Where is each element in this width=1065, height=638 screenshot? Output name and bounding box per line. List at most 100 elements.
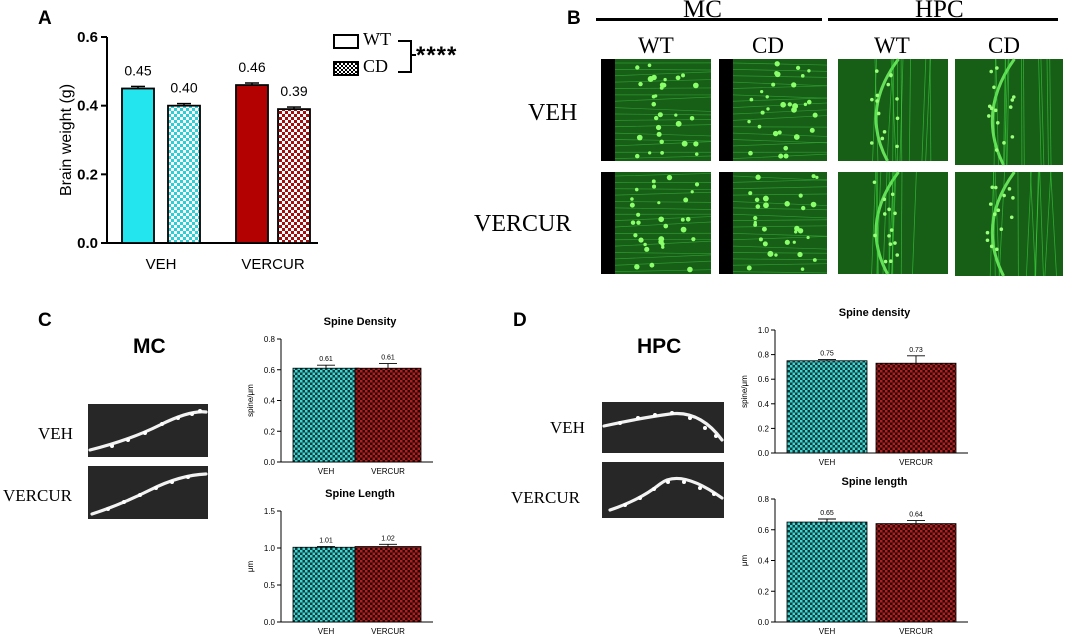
dendritic-spine (143, 431, 147, 435)
hpc-spine-density-chart: Spine density 0.0 0.2 0.4 0.6 0.8 1.0 spine/μm 0… (740, 307, 968, 467)
y-tick-label: 0.4 (758, 400, 770, 409)
neuron-dot (895, 97, 899, 101)
neuron-dot (755, 204, 761, 209)
x-tick-label: VEH (146, 256, 177, 273)
fiber (614, 71, 712, 77)
dendritic-spine (190, 412, 194, 416)
neuron-dot (638, 237, 644, 243)
neuron-dot (806, 235, 810, 240)
dendritic-spine (714, 434, 718, 438)
neuron-dot (996, 208, 1001, 213)
neuron-dot (1007, 187, 1012, 191)
neuron-dot (630, 220, 636, 225)
neuron-dot (1011, 95, 1016, 99)
dendritic-spine (186, 475, 190, 479)
mc-region-line (596, 18, 822, 21)
neuron-dot (633, 233, 638, 238)
micrograph-tile (955, 58, 1063, 166)
neuron-dot (889, 73, 893, 78)
fiber (614, 207, 712, 210)
panel-label-b: B (567, 8, 581, 29)
tile-edge (719, 172, 733, 274)
y-tick-label: 0.8 (758, 351, 770, 360)
neuron-dot (636, 220, 641, 225)
fiber (732, 109, 828, 115)
neuron-dot (766, 107, 770, 111)
fiber (732, 115, 828, 121)
bar-cd-veh (167, 104, 201, 244)
fiber (614, 254, 712, 260)
x-tick-label: VEH (318, 467, 335, 476)
neuron-dot (687, 266, 693, 273)
neuron-dot (815, 175, 819, 179)
neuron-dot (989, 244, 994, 249)
c-row-label-vercur: VERCUR (3, 486, 72, 505)
legend-wt-label: WT (363, 29, 391, 49)
bar-veh (786, 360, 868, 454)
neuron-dot (874, 69, 879, 73)
fiber (1023, 58, 1025, 166)
fiber (732, 219, 828, 221)
fiber (908, 58, 911, 162)
neuron-dot (989, 106, 994, 111)
neuron-dot (882, 212, 887, 216)
neuron-dot (987, 114, 991, 118)
neuron-dot (635, 65, 640, 70)
dendritic-spine (122, 500, 126, 504)
neuron-dot (763, 202, 769, 209)
value-label: 0.40 (170, 80, 197, 96)
fiber (994, 171, 1000, 277)
neuron-dot (692, 82, 699, 89)
neuron-dot (1008, 105, 1013, 109)
neuron-dot (989, 69, 994, 74)
tile-edge (601, 59, 615, 161)
neuron-dot (791, 82, 797, 88)
fiber (614, 252, 712, 255)
neuron-dot (634, 187, 639, 192)
y-tick-label: 1.0 (758, 326, 770, 335)
dendrite-image (602, 462, 724, 518)
neuron-dot (680, 217, 685, 222)
neuron-dot (655, 124, 662, 131)
neuron-dot (629, 202, 635, 208)
neuron-dot (995, 66, 999, 70)
fiber (925, 58, 931, 162)
y-tick-label: 1.5 (264, 507, 276, 516)
dendritic-spine (698, 486, 702, 490)
y-axis-label: μm (246, 561, 255, 573)
dendrite-image (88, 466, 208, 519)
panel-d-title: HPC (637, 335, 682, 358)
y-tick-label: 0.6 (264, 366, 276, 375)
neuron-dot (774, 253, 778, 257)
value-label: 0.75 (820, 351, 834, 358)
fiber (1038, 58, 1042, 166)
neuron-dot (658, 239, 664, 245)
neuron-dot (762, 195, 769, 202)
neuron-dot (681, 73, 685, 78)
fiber (1025, 171, 1032, 277)
neuron-dot (893, 241, 897, 245)
y-tick-label: 0.0 (264, 618, 276, 627)
neuron-dot (636, 134, 643, 141)
tile-edge (601, 172, 615, 274)
fiber (1006, 58, 1010, 166)
mc-spine-length-chart: Spine Length 0.0 0.5 1.0 1.5 μm 1.01 VEH 1.02 VER… (246, 488, 433, 636)
fiber (1040, 58, 1045, 166)
tile-edge (719, 59, 733, 161)
dendritic-spine (623, 503, 627, 507)
x-tick-label: VERCUR (899, 627, 933, 636)
y-tick-label: 0.6 (758, 526, 770, 535)
fiber (1003, 58, 1006, 166)
fiber (1030, 171, 1036, 277)
fiber (882, 171, 888, 275)
legend-cd-label: CD (363, 56, 389, 76)
fiber (732, 69, 828, 72)
region-label-mc: MC (683, 0, 722, 23)
neuron-dot (758, 237, 763, 242)
neuron-dot (995, 247, 999, 252)
dendritic-spine (666, 480, 670, 484)
neuron-dot (675, 120, 682, 127)
value-label: 0.64 (909, 512, 923, 519)
y-axis-label: spine/μm (740, 375, 749, 408)
fiber (993, 58, 996, 166)
